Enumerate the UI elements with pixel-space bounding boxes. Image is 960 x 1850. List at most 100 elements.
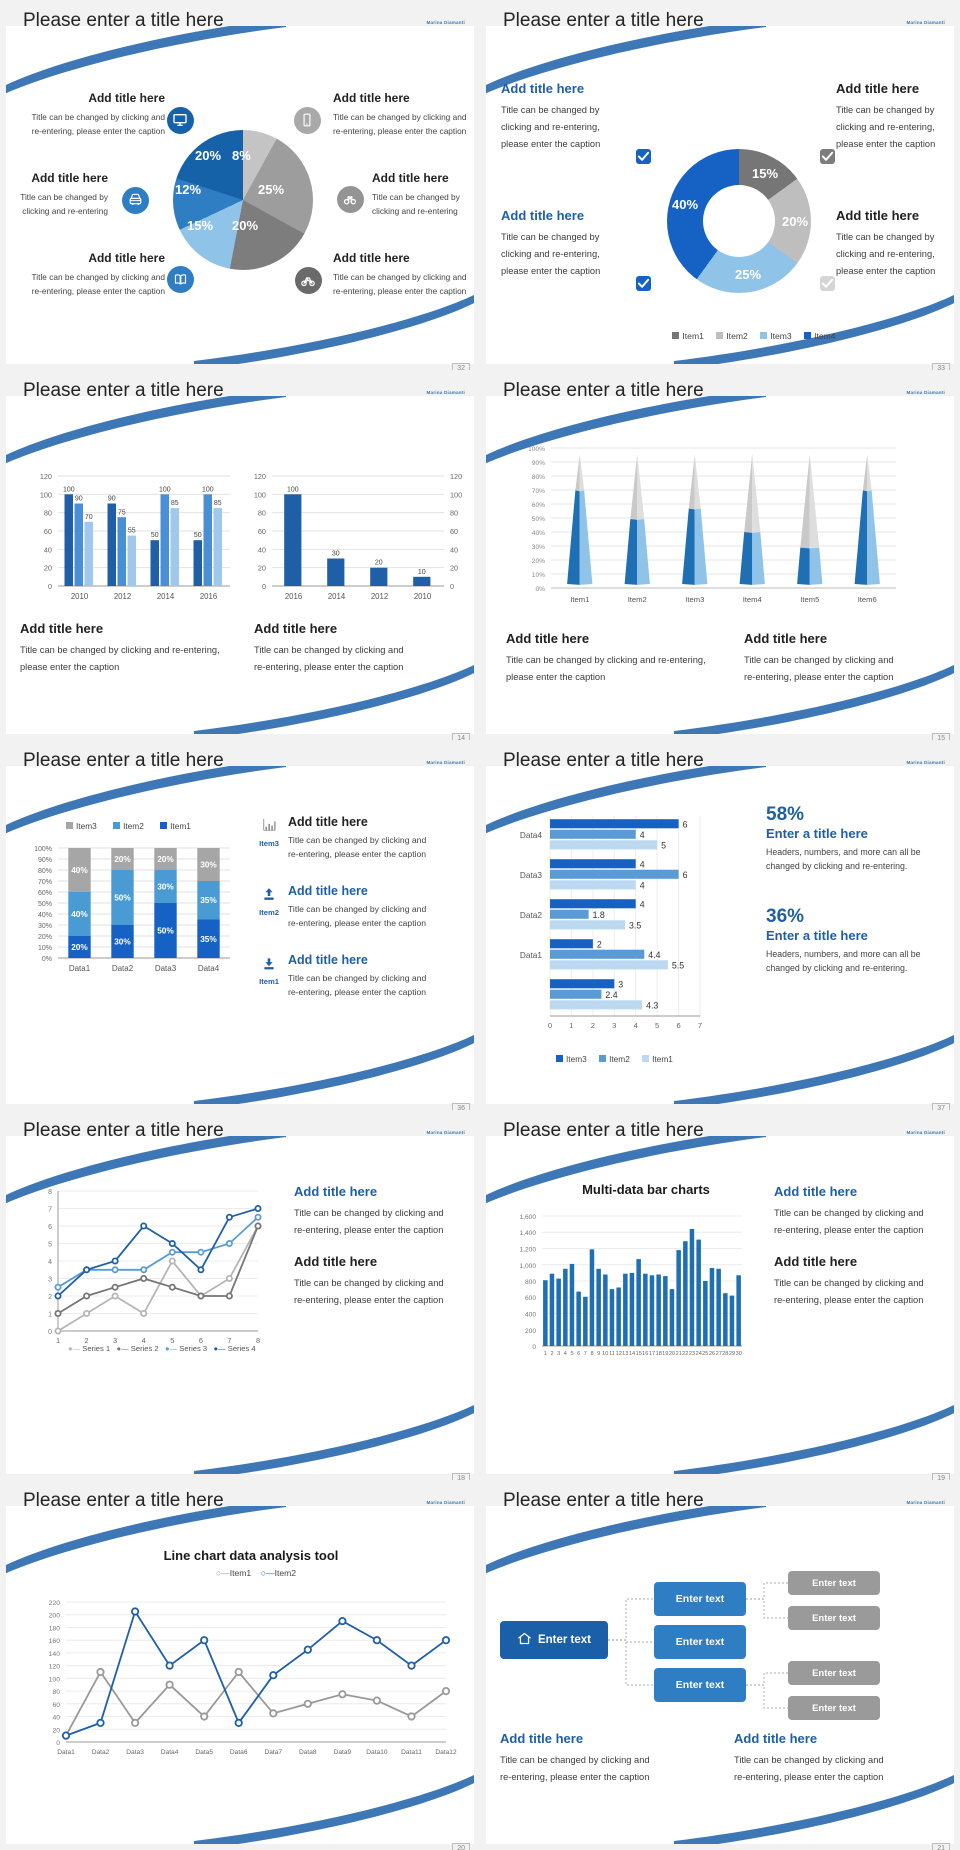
svg-text:2: 2	[591, 1021, 595, 1030]
svg-text:100: 100	[254, 490, 266, 499]
svg-text:24: 24	[696, 1351, 702, 1357]
svg-text:Item5: Item5	[800, 595, 819, 604]
svg-text:25: 25	[702, 1351, 708, 1357]
svg-text:100%: 100%	[528, 446, 545, 453]
svg-text:90%: 90%	[532, 460, 545, 467]
svg-text:2012: 2012	[114, 592, 131, 601]
svg-text:200: 200	[49, 1613, 61, 1620]
svg-text:8: 8	[590, 1351, 593, 1357]
svg-text:20%: 20%	[71, 942, 88, 952]
svg-text:Data3: Data3	[520, 870, 543, 880]
svg-text:Item6: Item6	[858, 595, 877, 604]
svg-text:70%: 70%	[38, 879, 52, 886]
svg-text:60: 60	[44, 527, 52, 536]
svg-text:1: 1	[48, 1312, 52, 1319]
svg-text:2010: 2010	[71, 592, 89, 601]
svg-text:30: 30	[332, 551, 340, 558]
svg-text:40%: 40%	[532, 530, 545, 537]
svg-text:4: 4	[634, 1021, 638, 1030]
svg-text:60%: 60%	[38, 890, 52, 897]
svg-text:50: 50	[151, 532, 159, 539]
svg-text:40%: 40%	[38, 912, 52, 919]
svg-text:100: 100	[159, 486, 171, 493]
svg-text:13: 13	[622, 1351, 628, 1357]
svg-text:Data3: Data3	[155, 964, 177, 973]
svg-text:100: 100	[450, 490, 462, 499]
svg-text:100: 100	[287, 486, 299, 493]
svg-text:Data2: Data2	[92, 1749, 110, 1756]
svg-text:1,400: 1,400	[519, 1230, 536, 1237]
svg-text:0%: 0%	[535, 586, 545, 593]
svg-text:5.5: 5.5	[672, 961, 684, 971]
svg-text:Item1: Item1	[570, 595, 589, 604]
svg-text:80%: 80%	[38, 868, 52, 875]
svg-text:2: 2	[48, 1294, 52, 1301]
svg-text:1.8: 1.8	[593, 910, 605, 920]
svg-text:30%: 30%	[157, 882, 174, 892]
svg-text:70%: 70%	[532, 488, 545, 495]
svg-text:200: 200	[525, 1328, 536, 1335]
svg-text:15: 15	[636, 1351, 642, 1357]
svg-text:400: 400	[525, 1312, 536, 1319]
svg-text:12: 12	[616, 1351, 622, 1357]
svg-text:20%: 20%	[532, 558, 545, 565]
svg-text:19: 19	[662, 1351, 668, 1357]
svg-text:30: 30	[736, 1351, 742, 1357]
svg-text:220: 220	[49, 1600, 61, 1607]
svg-text:14: 14	[629, 1351, 635, 1357]
svg-text:600: 600	[525, 1295, 536, 1302]
svg-text:6: 6	[683, 820, 688, 830]
svg-text:4: 4	[640, 900, 645, 910]
svg-text:Data6: Data6	[230, 1749, 248, 1756]
svg-text:0: 0	[450, 582, 454, 591]
svg-text:7: 7	[698, 1021, 702, 1030]
svg-text:50%: 50%	[38, 901, 52, 908]
svg-text:60%: 60%	[532, 502, 545, 509]
svg-text:40: 40	[44, 545, 52, 554]
svg-text:6: 6	[676, 1021, 680, 1030]
svg-text:100: 100	[49, 1676, 61, 1683]
svg-text:2014: 2014	[328, 592, 346, 601]
svg-text:Data9: Data9	[334, 1749, 352, 1756]
svg-text:85: 85	[171, 500, 179, 507]
svg-text:30%: 30%	[38, 923, 52, 930]
svg-text:1,600: 1,600	[519, 1214, 536, 1221]
svg-text:Item4: Item4	[743, 595, 762, 604]
svg-text:Data2: Data2	[520, 910, 543, 920]
svg-text:3: 3	[612, 1021, 616, 1030]
svg-text:50%: 50%	[532, 516, 545, 523]
svg-text:50%: 50%	[157, 926, 174, 936]
svg-text:0: 0	[532, 1344, 536, 1351]
svg-text:6: 6	[683, 870, 688, 880]
svg-text:Data4: Data4	[198, 964, 220, 973]
svg-text:6: 6	[577, 1351, 580, 1357]
svg-text:180: 180	[49, 1626, 61, 1633]
svg-text:Data1: Data1	[520, 950, 543, 960]
svg-text:40: 40	[52, 1715, 60, 1722]
svg-text:0: 0	[548, 1021, 552, 1030]
svg-text:50%: 50%	[114, 893, 131, 903]
svg-text:4: 4	[640, 881, 645, 891]
svg-text:80: 80	[258, 509, 266, 518]
svg-text:55: 55	[128, 528, 136, 535]
svg-text:2: 2	[550, 1351, 553, 1357]
svg-text:3: 3	[557, 1351, 560, 1357]
svg-text:80: 80	[44, 509, 52, 518]
svg-text:80: 80	[52, 1689, 60, 1696]
svg-text:1: 1	[544, 1351, 547, 1357]
svg-text:40%: 40%	[71, 865, 88, 875]
svg-text:30%: 30%	[114, 937, 131, 947]
svg-text:10%: 10%	[38, 945, 52, 952]
svg-text:50: 50	[194, 532, 202, 539]
svg-text:100: 100	[63, 486, 75, 493]
svg-text:0: 0	[48, 1329, 52, 1336]
svg-text:0: 0	[48, 582, 52, 591]
svg-text:Data12: Data12	[435, 1749, 457, 1756]
svg-text:20: 20	[375, 560, 383, 567]
svg-text:30%: 30%	[200, 860, 217, 870]
svg-text:120: 120	[254, 472, 266, 481]
svg-text:5: 5	[48, 1242, 52, 1249]
svg-text:2016: 2016	[285, 592, 302, 601]
svg-text:800: 800	[525, 1279, 536, 1286]
svg-text:Data5: Data5	[195, 1749, 213, 1756]
